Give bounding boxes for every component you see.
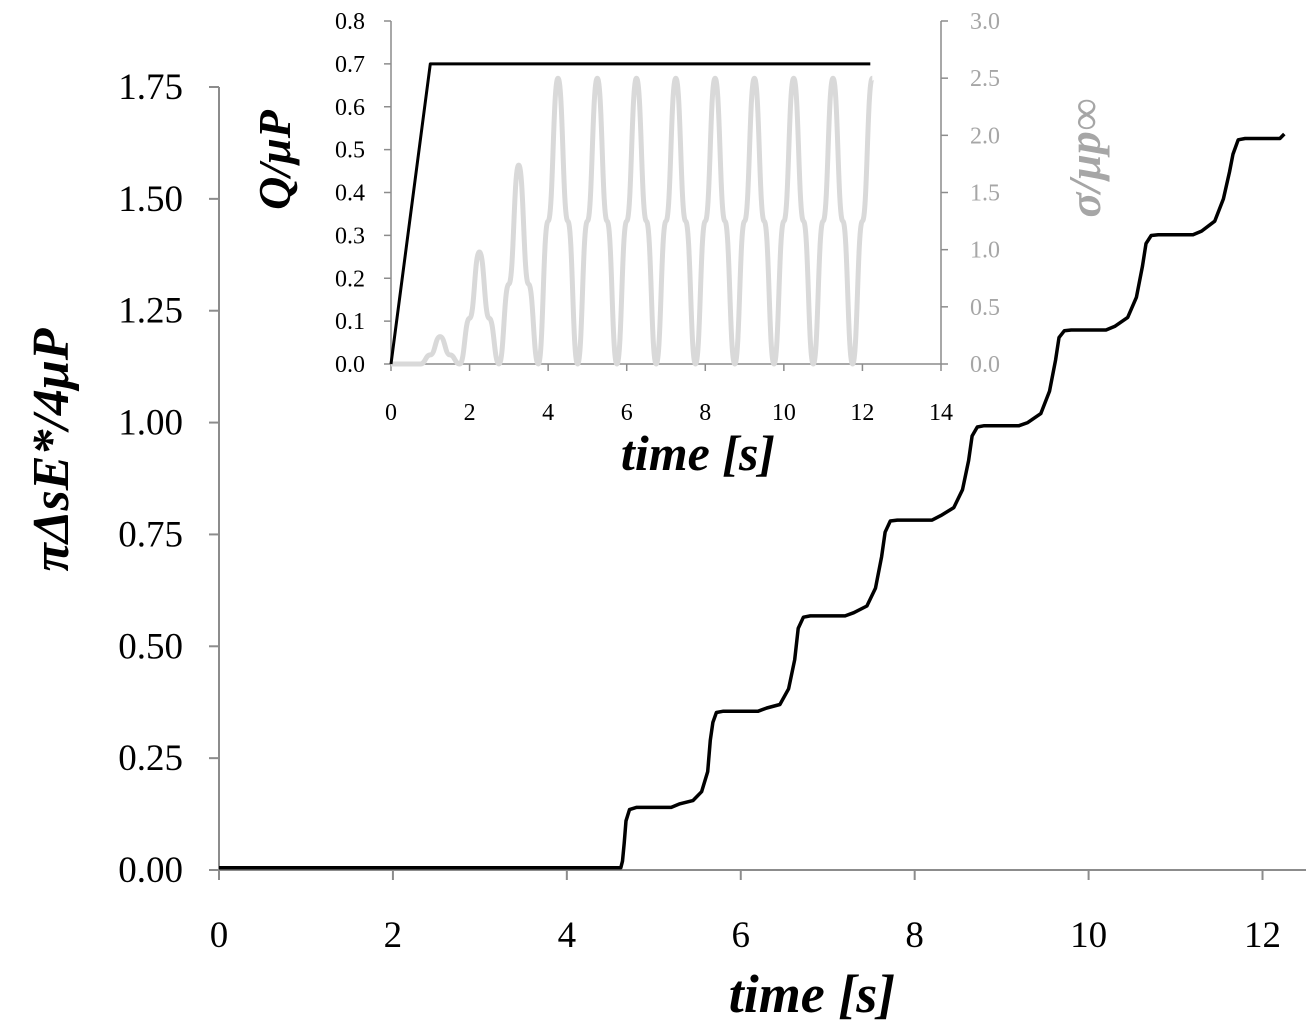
x-axis-title: time [s] xyxy=(729,964,895,1024)
inset-chart: 0.0 0.1 0.2 0.3 0.4 0.5 0.6 0.7 0.8 0.0 0.5 1.0 1.5 2… xyxy=(249,9,1110,481)
inset-y2-tick-label: 2.0 xyxy=(970,123,1000,149)
x-tick-label: 4 xyxy=(558,915,577,956)
inset-x-tick-label: 0 xyxy=(385,400,397,426)
inset-y2-tick-label: 3.0 xyxy=(970,9,1000,35)
inset-y-tick-label: 0.3 xyxy=(335,223,365,249)
inset-y2-tick-label: 0.5 xyxy=(970,295,1000,321)
inset-y-axis-title: Q/μP xyxy=(249,109,300,210)
y-tick-label: 0.00 xyxy=(118,850,183,891)
x-tick-label: 2 xyxy=(384,915,403,956)
inset-x-tick-label: 8 xyxy=(699,400,711,426)
data-line-series-0 xyxy=(219,132,1286,870)
inset-y-tick-label: 0.8 xyxy=(335,9,365,35)
inset-x-tick-label: 14 xyxy=(929,400,953,426)
inset-y-tick-label: 0.6 xyxy=(335,95,365,121)
inset-x-tick-label: 4 xyxy=(542,400,554,426)
inset-y-tick-label: 0.0 xyxy=(335,352,365,378)
x-tick-label: 6 xyxy=(732,915,751,956)
inset-x-tick-label: 2 xyxy=(464,400,476,426)
inset-x-tick-label: 12 xyxy=(850,400,874,426)
inset-y-tick-label: 0.2 xyxy=(335,266,365,292)
y-tick-label: 1.50 xyxy=(118,179,183,220)
inset-y2-tick-label: 2.5 xyxy=(970,66,1000,92)
inset-y-tick-label: 0.5 xyxy=(335,138,365,164)
inset-x-tick-label: 6 xyxy=(621,400,633,426)
y-tick-label: 1.25 xyxy=(118,291,183,332)
inset-y-tick-label: 0.4 xyxy=(335,181,365,207)
inset-y-tick-label: 0.1 xyxy=(335,309,365,335)
inset-x-axis-title: time [s] xyxy=(621,425,775,481)
y-tick-label: 0.75 xyxy=(118,514,183,555)
y-tick-label: 1.00 xyxy=(118,403,183,444)
inset-y2-tick-label: 1.0 xyxy=(970,238,1000,264)
y-tick-label: 1.75 xyxy=(118,67,183,108)
x-tick-label: 8 xyxy=(905,915,924,956)
inset-data-line-series-0 xyxy=(389,62,871,365)
inset-data-line-series-1 xyxy=(391,75,875,367)
inset-x-tick-label: 10 xyxy=(772,400,796,426)
x-tick-label: 12 xyxy=(1244,915,1281,956)
inset-y2-axis-title: σ/μp∞ xyxy=(1059,99,1110,218)
y-axis-title: πΔsE*/4μP xyxy=(23,327,80,571)
inset-y2-tick-label: 1.5 xyxy=(970,181,1000,207)
y-tick-label: 0.25 xyxy=(118,738,183,779)
y-tick-label: 0.50 xyxy=(118,626,183,667)
inset-y2-tick-label: 0.0 xyxy=(970,352,1000,378)
main-chart: 0.000.250.500.751.001.251.501.750 2 4 6 8 10 1… xyxy=(23,67,1306,1024)
x-tick-label: 0 xyxy=(210,915,229,956)
x-tick-label: 10 xyxy=(1070,915,1107,956)
inset-y-tick-label: 0.7 xyxy=(335,52,365,78)
